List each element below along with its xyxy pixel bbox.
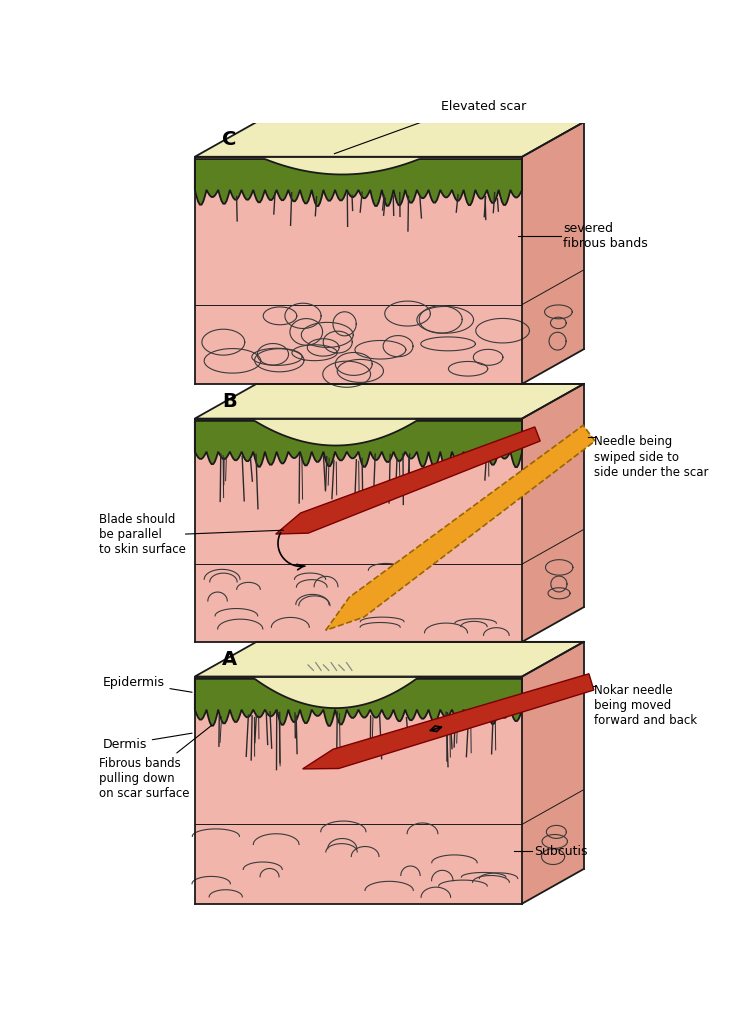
Polygon shape <box>195 384 584 419</box>
Polygon shape <box>195 419 522 642</box>
Polygon shape <box>265 157 418 174</box>
Text: B: B <box>221 392 236 411</box>
Polygon shape <box>325 425 595 631</box>
Polygon shape <box>302 674 594 769</box>
Polygon shape <box>195 421 522 468</box>
Text: Needle being
swiped side to
side under the scar: Needle being swiped side to side under t… <box>594 435 708 478</box>
Text: Nokar needle
being moved
forward and back: Nokar needle being moved forward and bac… <box>594 684 697 727</box>
Polygon shape <box>195 159 522 206</box>
Polygon shape <box>256 677 415 708</box>
Text: A: A <box>221 650 237 669</box>
Polygon shape <box>195 679 522 726</box>
Polygon shape <box>195 157 522 384</box>
Text: severed
fibrous bands: severed fibrous bands <box>563 222 648 250</box>
Polygon shape <box>522 384 584 642</box>
Text: Subcutis: Subcutis <box>533 845 587 858</box>
Text: Dermis: Dermis <box>103 733 192 751</box>
Text: Fibrous bands
pulling down
on scar surface: Fibrous bands pulling down on scar surfa… <box>99 725 212 801</box>
Polygon shape <box>195 642 584 677</box>
Text: Blade should
be parallel
to skin surface: Blade should be parallel to skin surface <box>99 513 186 556</box>
Polygon shape <box>195 677 522 903</box>
Polygon shape <box>195 122 584 157</box>
Text: Epidermis: Epidermis <box>103 676 192 692</box>
Text: Elevated scar: Elevated scar <box>441 100 527 113</box>
Polygon shape <box>522 642 584 903</box>
Text: C: C <box>221 130 236 150</box>
Polygon shape <box>276 427 540 535</box>
Polygon shape <box>256 419 415 445</box>
Polygon shape <box>522 122 584 384</box>
